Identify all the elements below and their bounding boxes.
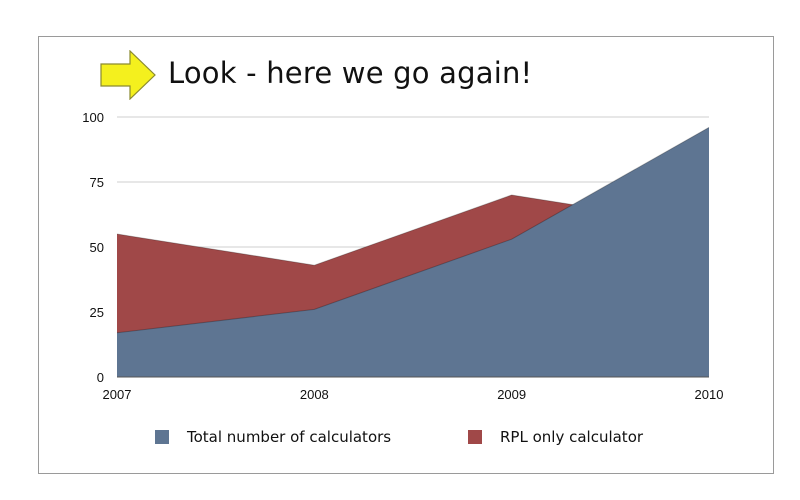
right-arrow-icon <box>100 50 156 100</box>
y-tick-label: 25 <box>90 305 104 320</box>
x-tick-label: 2009 <box>497 387 526 402</box>
legend-label-rpl: RPL only calculator <box>500 428 644 446</box>
legend-swatch-rpl <box>468 430 482 444</box>
y-tick-label: 50 <box>90 240 104 255</box>
series-line-1 <box>116 126 710 334</box>
series-area-1 <box>117 127 709 378</box>
y-tick-label: 100 <box>82 110 104 125</box>
slide-title: Look - here we go again! <box>168 56 533 90</box>
legend-label-total: Total number of calculators <box>187 428 392 446</box>
y-tick-label: 0 <box>97 370 104 385</box>
legend-item-rpl: RPL only calculator <box>468 428 643 446</box>
x-tick-label: 2007 <box>103 387 132 402</box>
legend-swatch-total <box>155 430 169 444</box>
legend-item-total: Total number of calculators <box>155 428 391 446</box>
x-tick-label: 2008 <box>300 387 329 402</box>
y-tick-label: 75 <box>90 175 104 190</box>
x-tick-label: 2010 <box>695 387 724 402</box>
